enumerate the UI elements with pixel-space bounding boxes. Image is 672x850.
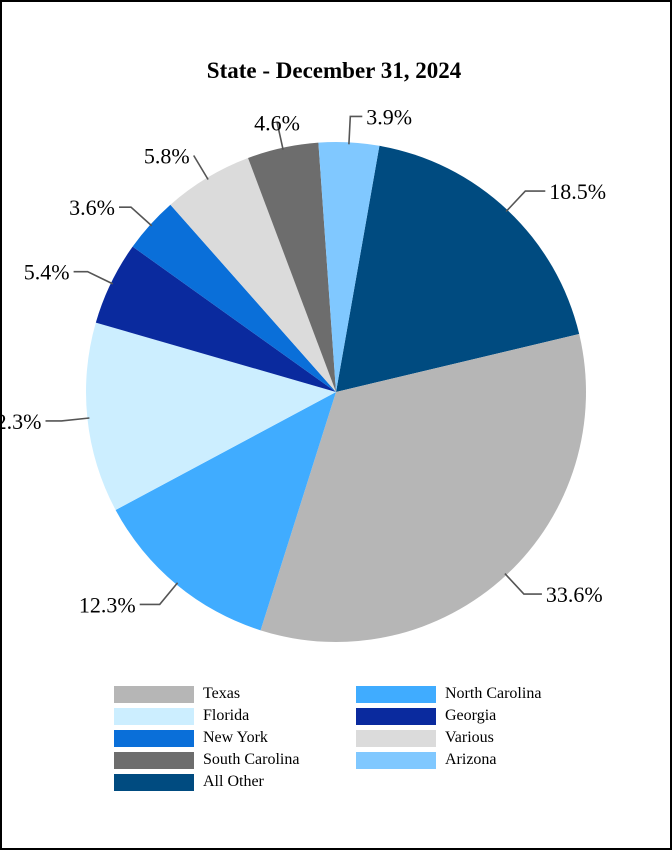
leader-line-florida	[45, 417, 90, 422]
data-label-new-york: 3.6%	[69, 195, 115, 220]
data-label-north-carolina: 12.3%	[79, 592, 136, 617]
leader-line-various	[193, 155, 209, 180]
pie-slice-texas	[260, 334, 586, 642]
leader-line-georgia	[73, 270, 114, 285]
pie-slice-georgia	[95, 246, 336, 392]
data-label-texas: 33.6%	[546, 582, 603, 607]
pie-slice-various	[170, 157, 336, 392]
leader-line-north-carolina	[139, 582, 179, 606]
leader-line-new-york	[119, 206, 153, 227]
data-label-florida: 12.3%	[0, 409, 42, 434]
pie-slice-new-york	[132, 204, 336, 392]
leader-line-south-carolina	[276, 122, 284, 150]
pie-slice-all-other	[336, 145, 580, 392]
data-label-south-carolina: 4.6%	[254, 110, 300, 135]
pie-slice-florida	[86, 322, 336, 510]
leader-line-texas	[504, 573, 542, 595]
data-label-all-other: 18.5%	[549, 179, 606, 204]
pie-slice-south-carolina	[248, 142, 336, 392]
pie-slice-arizona	[318, 141, 380, 392]
leader-line-all-other	[505, 190, 546, 213]
chart-title: State - December 31, 2024	[206, 58, 462, 83]
pie-slice-north-carolina	[115, 392, 336, 631]
data-label-various: 5.8%	[144, 144, 190, 169]
data-label-arizona: 3.9%	[366, 104, 412, 129]
data-label-georgia: 5.4%	[24, 260, 70, 285]
leader-line-arizona	[348, 115, 363, 145]
